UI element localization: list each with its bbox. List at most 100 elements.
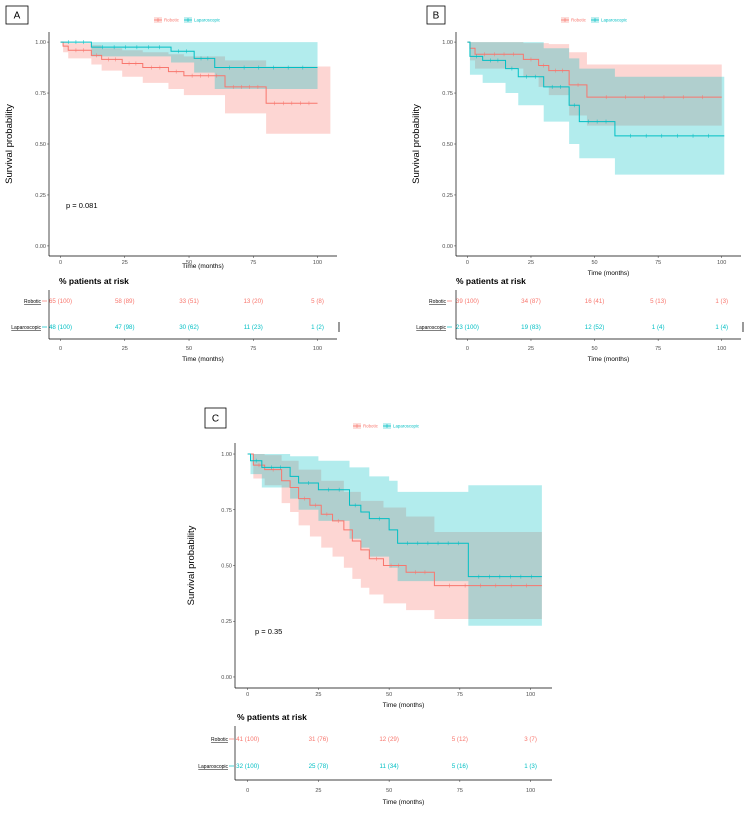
risk-value-laparoscopic: 32 (100) xyxy=(236,763,259,770)
x-tick-label: 75 xyxy=(250,260,256,266)
panel-c: C Robotic Laparoscopic 0.00 0.25 0.50 0.75 1.00… xyxy=(186,407,552,806)
y-axis-title: Survival probability xyxy=(4,104,15,184)
risk-value-laparoscopic: 23 (100) xyxy=(456,324,479,331)
panel-label-box xyxy=(204,407,227,429)
x-tick-label: 100 xyxy=(526,692,535,698)
panel-b: B Robotic Laparoscopic 0.00 0.25 0.50 0.75 1.00… xyxy=(411,5,744,363)
ci-band-robotic xyxy=(467,42,722,126)
risk-value-laparoscopic: 1 (2) xyxy=(311,324,324,331)
y-tick-label: 0.00 xyxy=(35,244,46,250)
risk-group-label-robotic: Robotic xyxy=(429,299,446,305)
x-tick-label: 0 xyxy=(246,692,249,698)
panel-label: C xyxy=(212,414,219,425)
risk-x-tick-label: 25 xyxy=(528,346,534,352)
risk-group-label-laparoscopic: Laparoscopic xyxy=(198,764,228,770)
y-tick-label: 1.00 xyxy=(442,40,453,46)
risk-x-tick-label: 50 xyxy=(186,346,192,352)
risk-value-robotic: 31 (76) xyxy=(309,736,329,743)
risk-x-tick-label: 50 xyxy=(592,346,598,352)
x-tick-label: 25 xyxy=(315,692,321,698)
survival-curve-robotic xyxy=(60,41,318,104)
risk-value-laparoscopic: 1 (4) xyxy=(652,324,665,331)
legend-label-laparoscopic: Laparoscopic xyxy=(194,18,221,23)
y-axis-title: Survival probability xyxy=(411,104,422,184)
panel-label: B xyxy=(433,11,440,22)
p-value: p = 0.35 xyxy=(255,627,282,636)
legend-label-robotic: Robotic xyxy=(164,18,180,23)
risk-x-tick-label: 0 xyxy=(59,346,62,352)
survival-curve-robotic xyxy=(247,453,542,587)
risk-value-robotic: 33 (51) xyxy=(179,298,199,305)
x-tick-label: 0 xyxy=(466,260,469,266)
risk-value-robotic: 1 (3) xyxy=(715,298,728,305)
panel-label-box xyxy=(426,5,446,25)
risk-value-robotic: 65 (100) xyxy=(49,298,72,305)
risk-value-laparoscopic: 11 (23) xyxy=(244,324,263,331)
risk-x-axis-title: Time (months) xyxy=(182,356,224,363)
risk-x-tick-label: 100 xyxy=(313,346,322,352)
risk-x-tick-label: 75 xyxy=(655,346,661,352)
ci-band-robotic xyxy=(247,454,542,620)
risk-group-label-robotic: Robotic xyxy=(24,299,41,305)
risk-value-robotic: 34 (87) xyxy=(521,298,541,305)
risk-value-robotic: 5 (12) xyxy=(452,736,468,743)
survival-curve-laparoscopic xyxy=(247,453,542,578)
risk-value-robotic: 58 (89) xyxy=(115,298,135,305)
survival-curve-laparoscopic xyxy=(467,41,725,137)
y-axis-title: Survival probability xyxy=(186,525,197,605)
risk-x-tick-label: 50 xyxy=(386,788,392,794)
risk-table-title: % patients at risk xyxy=(59,276,129,286)
risk-x-tick-label: 0 xyxy=(466,346,469,352)
y-tick-label: 0.50 xyxy=(442,142,453,148)
risk-table-title: % patients at risk xyxy=(237,712,307,722)
x-axis-title: Time (months) xyxy=(588,270,630,277)
risk-x-tick-label: 25 xyxy=(122,346,128,352)
legend-label-laparoscopic: Laparoscopic xyxy=(601,18,628,23)
risk-x-tick-label: 75 xyxy=(250,346,256,352)
y-tick-label: 0.75 xyxy=(442,91,453,97)
x-axis-title: Time (months) xyxy=(182,263,224,270)
risk-group-label-laparoscopic: Laparoscopic xyxy=(11,325,41,331)
risk-value-laparoscopic: 11 (34) xyxy=(380,763,399,770)
y-tick-label: 0.75 xyxy=(221,508,232,514)
x-tick-label: 50 xyxy=(186,260,192,266)
y-tick-label: 1.00 xyxy=(221,452,232,458)
y-tick-label: 0.25 xyxy=(442,193,453,199)
risk-x-tick-label: 100 xyxy=(526,788,535,794)
x-tick-label: 50 xyxy=(592,260,598,266)
risk-value-robotic: 39 (100) xyxy=(456,298,479,305)
y-tick-label: 0.00 xyxy=(442,244,453,250)
y-tick-label: 0.50 xyxy=(35,142,46,148)
x-tick-label: 0 xyxy=(59,260,62,266)
risk-value-laparoscopic: 30 (62) xyxy=(179,324,199,331)
ci-band-robotic xyxy=(60,42,331,134)
y-tick-label: 0.25 xyxy=(35,193,46,199)
legend-label-robotic: Robotic xyxy=(363,424,379,429)
risk-value-laparoscopic: 1 (3) xyxy=(524,763,537,770)
risk-value-robotic: 41 (100) xyxy=(236,736,259,743)
x-tick-label: 100 xyxy=(313,260,322,266)
y-tick-label: 0.75 xyxy=(35,91,46,97)
x-tick-label: 25 xyxy=(122,260,128,266)
risk-value-laparoscopic: 48 (100) xyxy=(49,324,72,331)
risk-x-tick-label: 25 xyxy=(315,788,321,794)
panel-label: A xyxy=(14,11,21,22)
risk-value-robotic: 5 (8) xyxy=(311,298,324,305)
risk-value-laparoscopic: 25 (78) xyxy=(309,763,329,770)
x-tick-label: 75 xyxy=(655,260,661,266)
y-tick-label: 0.00 xyxy=(221,675,232,681)
x-axis-title: Time (months) xyxy=(383,702,425,709)
legend-label-robotic: Robotic xyxy=(571,18,587,23)
risk-group-label-laparoscopic: Laparoscopic xyxy=(416,325,446,331)
risk-value-laparoscopic: 5 (16) xyxy=(452,763,468,770)
risk-value-laparoscopic: 12 (52) xyxy=(585,324,605,331)
y-tick-label: 1.00 xyxy=(35,40,46,46)
panel-label-box xyxy=(5,5,29,25)
risk-value-laparoscopic: 47 (98) xyxy=(115,324,135,331)
risk-value-robotic: 3 (7) xyxy=(524,736,537,743)
risk-x-tick-label: 100 xyxy=(717,346,726,352)
x-tick-label: 100 xyxy=(717,260,726,266)
risk-value-robotic: 13 (20) xyxy=(243,298,263,305)
ci-band-laparoscopic xyxy=(467,42,725,175)
